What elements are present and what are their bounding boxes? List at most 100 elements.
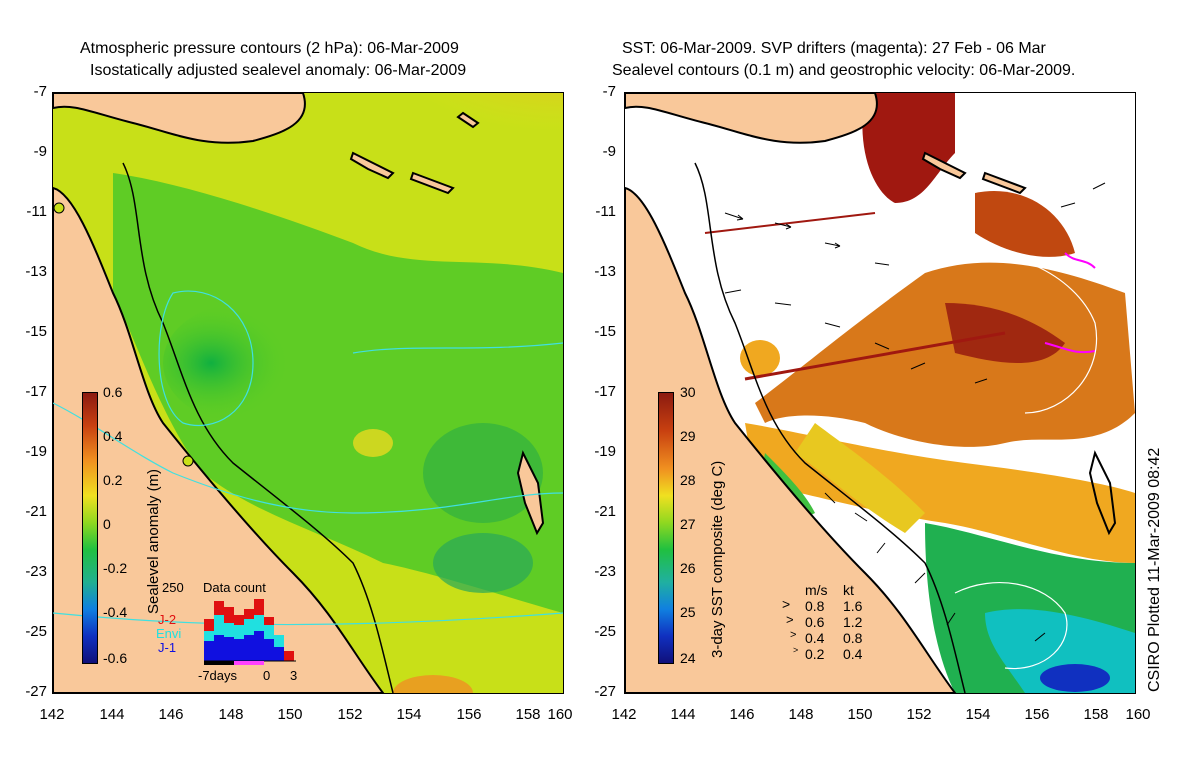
right-x-tick: 146 (729, 706, 755, 723)
left-x-tick: 148 (218, 706, 244, 723)
right-x-tick: 158 (1083, 706, 1109, 723)
velocity-legend-ms: 0.8 (805, 598, 825, 614)
right-y-tick: -9 (602, 143, 616, 160)
left-y-tick: -13 (25, 263, 47, 280)
left-x-tick: 146 (158, 706, 184, 723)
left-y-tick: -7 (33, 83, 47, 100)
sealevel-colorbar-label: Sealevel anomaly (m) (145, 468, 162, 614)
data-count-histogram (204, 599, 296, 665)
right-x-tick: 144 (670, 706, 696, 723)
australia-land (53, 186, 385, 693)
sealevel-colorbar-tick: 0.6 (103, 384, 123, 400)
left-y-tick: -9 (33, 143, 47, 160)
left-y-tick: -21 (25, 503, 47, 520)
drifter-track (1064, 252, 1096, 269)
new-caledonia (516, 450, 545, 536)
sealevel-high-north (273, 93, 563, 213)
left-y-tick: -19 (25, 443, 47, 460)
left-title-line1: Atmospheric pressure contours (2 hPa): 0… (80, 40, 459, 57)
left-x-tick: 156 (456, 706, 482, 723)
right-y-tick: -15 (594, 323, 616, 340)
left-y-tick: -27 (25, 683, 47, 700)
right-x-tick: 152 (906, 706, 932, 723)
left-y-tick: -17 (25, 383, 47, 400)
velocity-legend-kt: 1.2 (843, 614, 863, 630)
sst-colorbar-tick: 30 (680, 384, 696, 400)
right-y-tick: -13 (594, 263, 616, 280)
sealevel-low-centre (163, 303, 323, 423)
velocity-legend-arrow: > (793, 645, 799, 655)
sealevel-colorbar-tick: -0.2 (103, 560, 128, 576)
left-x-tick: 142 (39, 706, 65, 723)
velocity-legend-ms: 0.4 (805, 630, 825, 646)
sst-colorbar-tick: 27 (680, 516, 696, 532)
left-x-tick: 160 (547, 706, 573, 723)
velocity-legend-arrow: > (782, 596, 791, 612)
velocity-legend-arrow: > (786, 612, 794, 627)
sst-colorbar-tick: 26 (680, 560, 696, 576)
png-land (53, 93, 306, 144)
plot-credit: CSIRO Plotted 11-Mar-2009 08:42 (1146, 447, 1163, 692)
drifter-track (1044, 342, 1096, 354)
pressure-contour (53, 402, 563, 514)
sst-warm-north (862, 93, 955, 203)
velocity-arrows (724, 182, 1106, 642)
right-y-tick: -27 (594, 683, 616, 700)
pressure-contour (158, 290, 254, 427)
sealevel-colorbar-tick: 0.2 (103, 472, 123, 488)
sst-colorbar-tick: 29 (680, 428, 696, 444)
velocity-legend-header-kt: kt (843, 582, 854, 598)
left-x-tick: 152 (337, 706, 363, 723)
velocity-legend-kt: 0.4 (843, 646, 863, 662)
sealevel-colorbar-tick: 0 (103, 516, 111, 532)
left-y-tick: -23 (25, 563, 47, 580)
right-title-line1: SST: 06-Mar-2009. SVP drifters (magenta)… (622, 40, 1046, 57)
sst-colorbar-tick: 24 (680, 650, 696, 666)
left-x-tick: 144 (99, 706, 125, 723)
tide-gauge-marker (182, 455, 194, 467)
data-count-x-label: 0 (263, 668, 271, 683)
velocity-legend: m/s kt > 0.8 1.6 > 0.6 1.2 > 0.4 0.8 > 0… (780, 582, 880, 672)
data-count-x-label: 3 (290, 668, 298, 683)
solomon-islands (349, 111, 480, 195)
right-x-tick: 160 (1125, 706, 1151, 723)
right-y-tick: -19 (594, 443, 616, 460)
sst-colorbar-tick: 25 (680, 604, 696, 620)
data-count-legend-j1: J-1 (158, 640, 177, 655)
sst-warm-east (755, 262, 1135, 447)
right-y-tick: -17 (594, 383, 616, 400)
right-x-tick: 154 (965, 706, 991, 723)
right-x-tick: 150 (847, 706, 873, 723)
shelf-isobath (122, 162, 394, 693)
right-y-tick: -21 (594, 503, 616, 520)
sealevel-colorbar (82, 392, 98, 664)
data-count-x-label: -7days (198, 668, 238, 683)
velocity-legend-header-ms: m/s (805, 582, 828, 598)
left-y-tick: -15 (25, 323, 47, 340)
sst-colorbar (658, 392, 674, 664)
pressure-contour (352, 342, 563, 354)
left-x-tick: 158 (515, 706, 541, 723)
data-count-max: 250 (162, 580, 184, 595)
sealevel-colorbar-tick: -0.6 (103, 650, 128, 666)
right-x-tick: 148 (788, 706, 814, 723)
velocity-legend-kt: 0.8 (843, 630, 863, 646)
data-count-legend-envi: Envi (156, 626, 182, 641)
velocity-legend-arrow: > (790, 629, 797, 641)
velocity-legend-kt: 1.6 (843, 598, 863, 614)
right-map (624, 92, 1136, 694)
sealevel-colorbar-tick: -0.4 (103, 604, 128, 620)
histogram-bars (204, 599, 294, 661)
sealevel-colorbar-tick: 0.4 (103, 428, 123, 444)
left-x-tick: 150 (277, 706, 303, 723)
right-x-tick: 156 (1024, 706, 1050, 723)
sst-colorbar-label: 3-day SST composite (deg C) (709, 460, 726, 658)
data-count-legend-j2: J-2 (158, 612, 177, 627)
left-map (52, 92, 564, 694)
left-y-tick: -11 (26, 203, 47, 220)
right-y-tick: -23 (594, 563, 616, 580)
right-title-line2: Sealevel contours (0.1 m) and geostrophi… (612, 62, 1076, 79)
sst-colorbar-tick: 28 (680, 472, 696, 488)
right-y-tick: -11 (595, 203, 616, 220)
left-title-line2: Isostatically adjusted sealevel anomaly:… (90, 62, 467, 79)
